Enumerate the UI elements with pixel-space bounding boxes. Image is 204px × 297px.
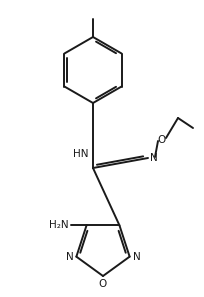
Text: N: N [149, 153, 157, 163]
Text: H₂N: H₂N [49, 220, 68, 230]
Text: N: N [65, 252, 73, 262]
Text: HN: HN [73, 149, 89, 159]
Text: O: O [157, 135, 165, 145]
Text: O: O [98, 279, 107, 289]
Text: N: N [132, 252, 140, 262]
